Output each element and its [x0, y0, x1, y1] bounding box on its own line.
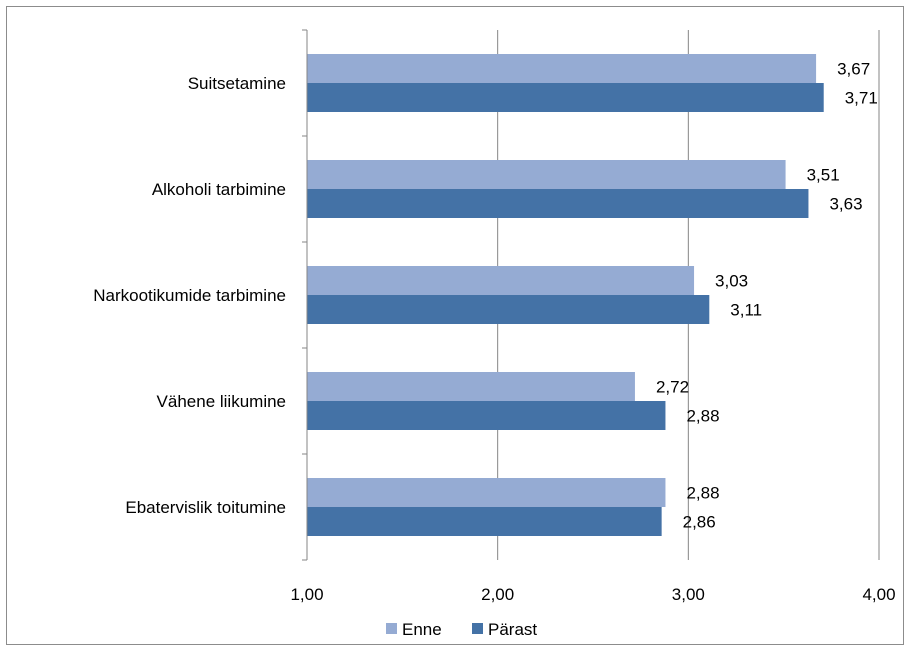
x-tick-label: 4,00: [862, 585, 895, 604]
y-axis: [302, 29, 308, 561]
bars: [307, 54, 824, 536]
bar: [307, 478, 666, 507]
x-tick-label: 1,00: [290, 585, 323, 604]
data-label: 3,03: [715, 272, 748, 291]
data-label: 3,63: [829, 195, 862, 214]
category-label: Suitsetamine: [188, 74, 286, 93]
data-label: 2,72: [656, 378, 689, 397]
data-label: 2,88: [686, 484, 719, 503]
chart-frame: [6, 6, 904, 645]
bar: [307, 83, 824, 112]
bar: [307, 54, 817, 83]
labels: 1,00 2,00 3,00 4,00 Suitsetamine 3,67 3,71 Alko…: [93, 60, 895, 605]
category-label: Ebatervislik toitumine: [125, 498, 286, 517]
data-label: 3,71: [845, 89, 878, 108]
category-label: Vähene liikumine: [157, 392, 286, 411]
bar: [307, 372, 635, 401]
bar: [307, 160, 786, 189]
x-tick-label: 3,00: [672, 585, 705, 604]
bar: [307, 507, 662, 536]
bar: [307, 189, 809, 218]
x-tick-label: 2,00: [481, 585, 514, 604]
category-label: Narkootikumide tarbimine: [93, 286, 286, 305]
bar: [307, 401, 666, 430]
data-label: 2,86: [683, 513, 716, 532]
bar: [307, 295, 710, 324]
legend: Enne Pärast: [386, 620, 537, 639]
data-label: 2,88: [686, 407, 719, 426]
legend-swatch: [386, 623, 397, 634]
data-label: 3,67: [837, 60, 870, 79]
data-label: 3,51: [807, 166, 840, 185]
legend-label: Enne: [402, 620, 442, 639]
legend-label: Pärast: [488, 620, 537, 639]
legend-swatch: [472, 623, 483, 634]
bar: [307, 266, 695, 295]
data-label: 3,11: [730, 301, 762, 320]
category-label: Alkoholi tarbimine: [152, 180, 286, 199]
